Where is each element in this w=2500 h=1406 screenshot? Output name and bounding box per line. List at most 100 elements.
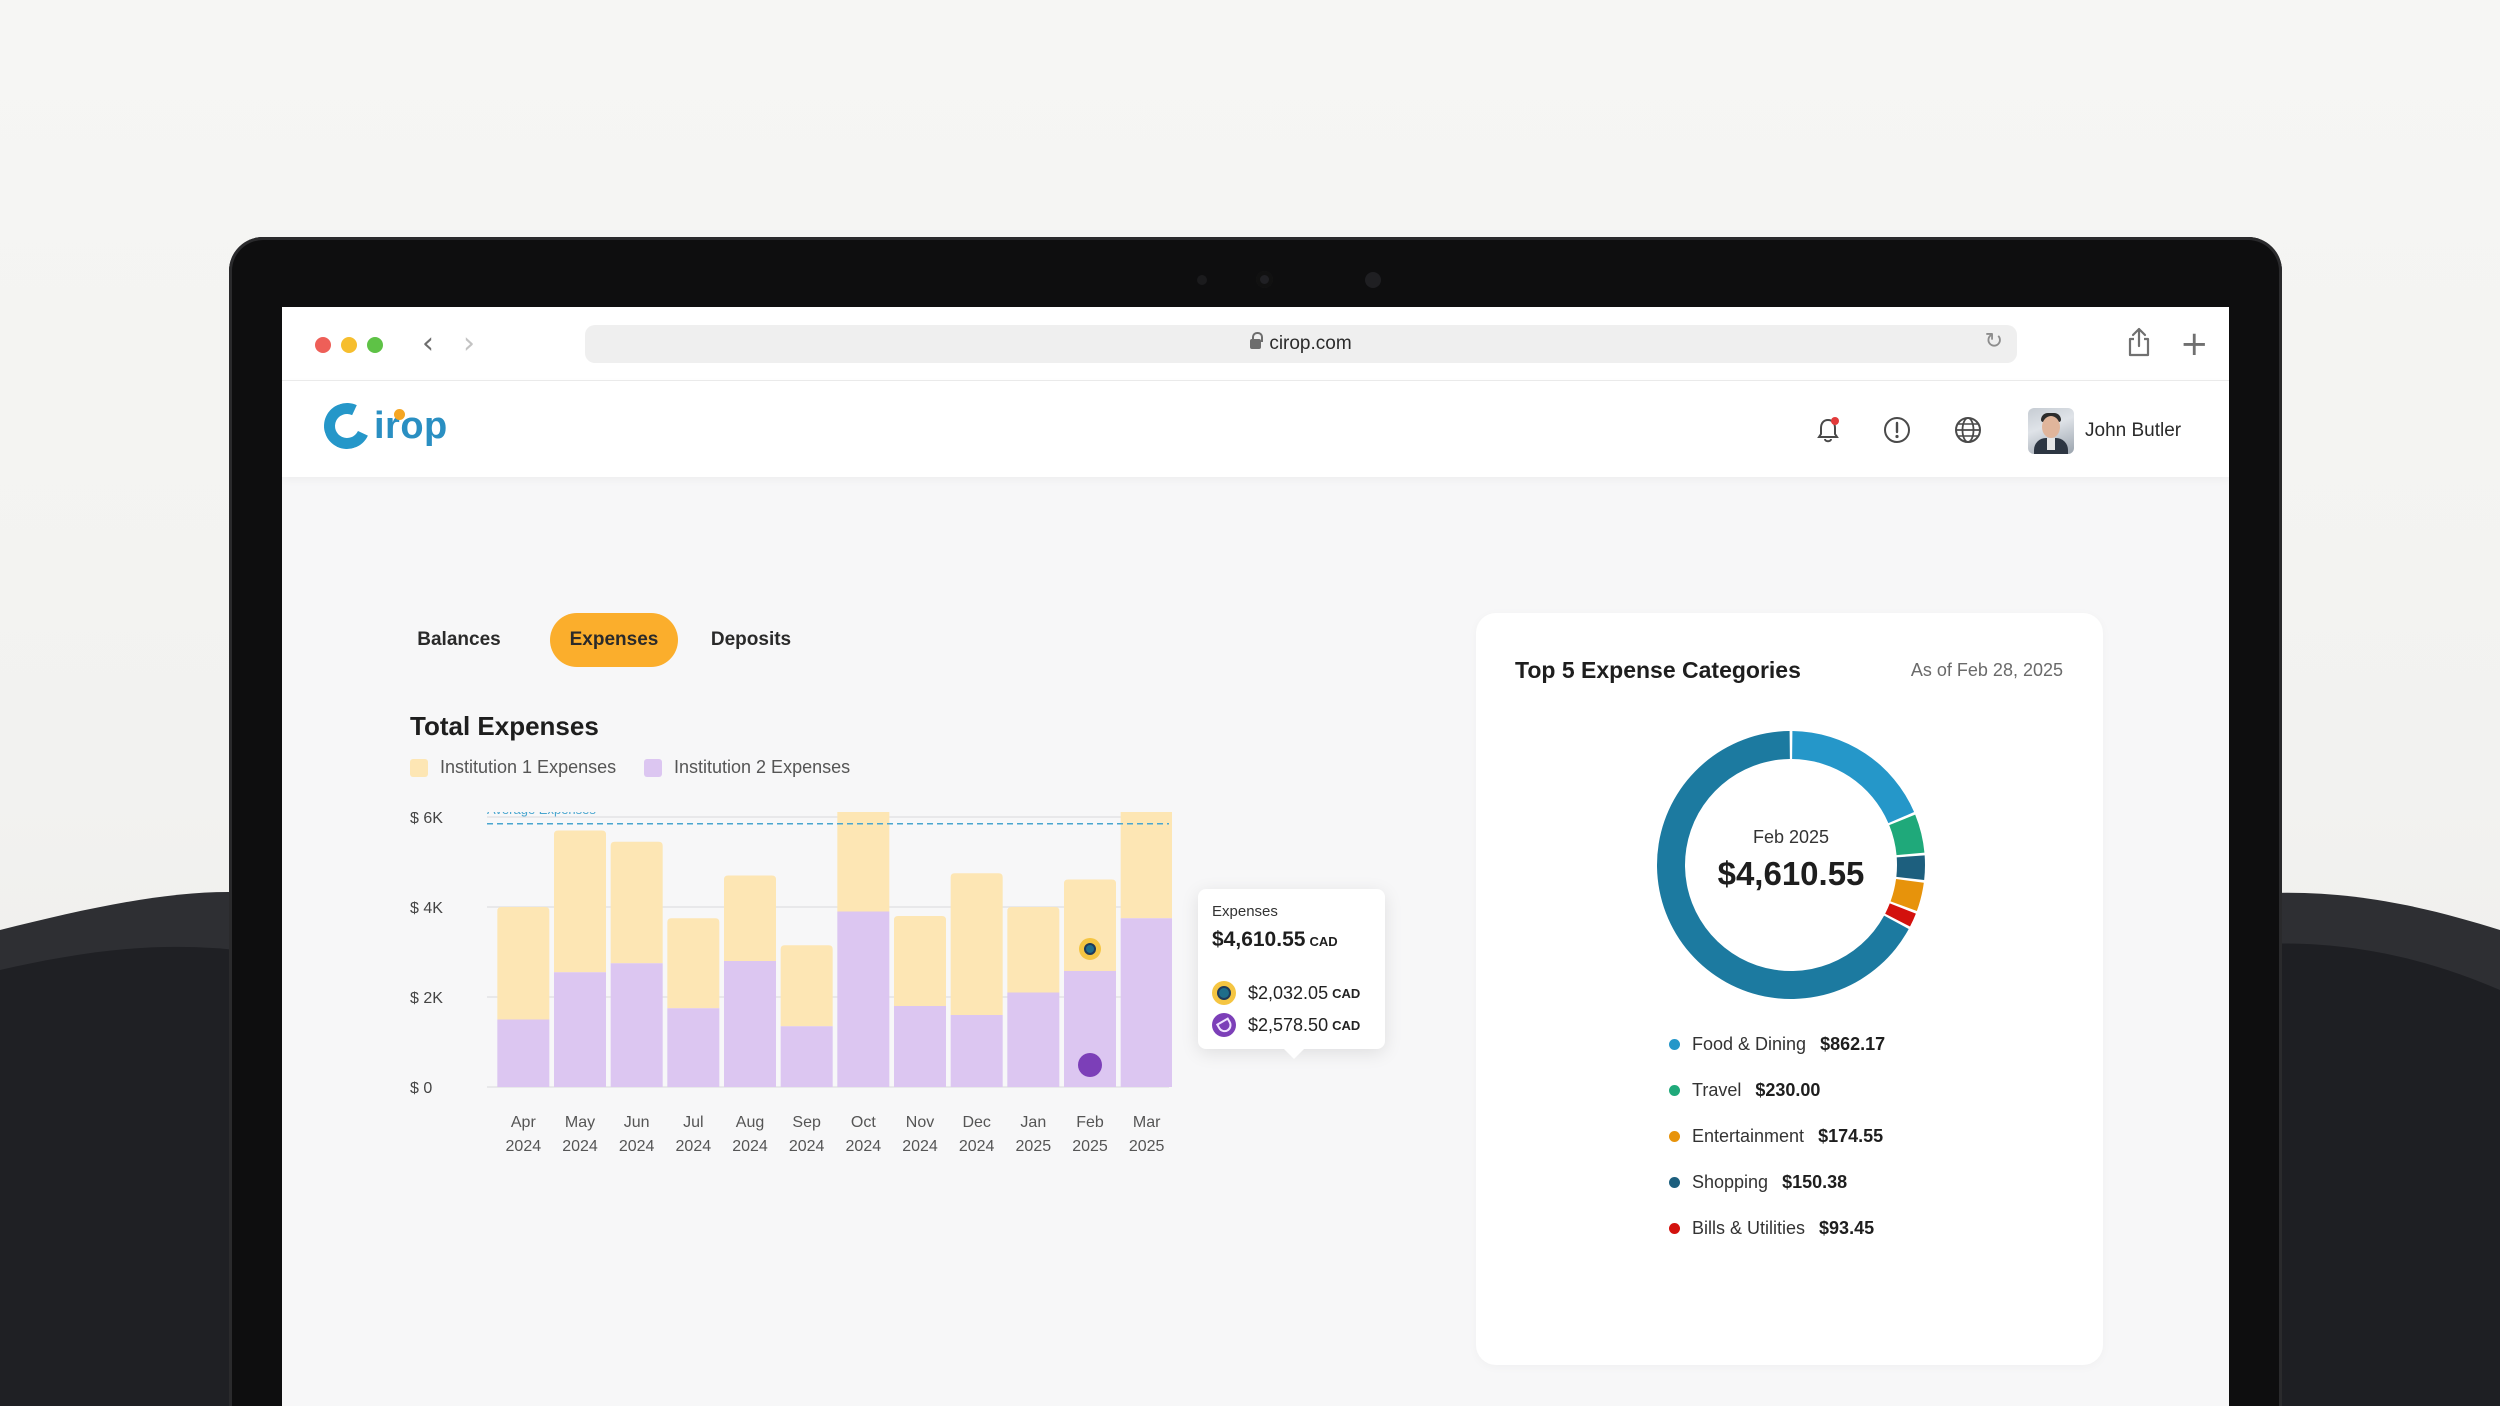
- bar-institution-1: [1007, 907, 1060, 993]
- legend-label: Institution 1 Expenses: [440, 757, 617, 777]
- bar-institution-2: [610, 963, 663, 1087]
- url-text: cirop.com: [1269, 333, 1352, 354]
- bar-institution-1: [610, 841, 663, 964]
- x-tick-label: Dec: [962, 1114, 990, 1131]
- bar-institution-1: [894, 916, 946, 1006]
- alert-icon[interactable]: [1882, 415, 1912, 445]
- address-bar[interactable]: cirop.com ↻: [585, 325, 2017, 363]
- legend-label: Institution 2 Expenses: [674, 757, 851, 777]
- bar-institution-2: [837, 911, 890, 1087]
- tooltip-total: $4,610.55 CAD: [1212, 928, 1338, 951]
- legend-swatch: [644, 758, 662, 777]
- category-bullet: [1669, 1177, 1680, 1188]
- bar-institution-2: [780, 1026, 833, 1087]
- x-tick-label: Aug: [736, 1114, 764, 1131]
- forward-arrow-icon[interactable]: ›: [463, 326, 475, 361]
- category-bullet: [1669, 1131, 1680, 1142]
- bar-institution-1: [497, 907, 550, 1020]
- x-tick-year: 2024: [902, 1138, 938, 1155]
- sensor-dot: [1197, 275, 1207, 285]
- window-zoom-button[interactable]: [367, 337, 383, 353]
- x-tick-label: Oct: [851, 1114, 876, 1131]
- donut-segment[interactable]: [1890, 879, 1924, 911]
- x-tick-label: Apr: [511, 1114, 537, 1131]
- x-tick-label: Sep: [792, 1114, 821, 1131]
- user-name[interactable]: John Butler: [2085, 420, 2182, 441]
- tooltip-row-institution-2: $2,578.50 CAD: [1212, 1013, 1360, 1037]
- bar-institution-1: [950, 873, 1003, 1015]
- new-tab-icon[interactable]: +: [2180, 324, 2209, 364]
- y-tick-label: $ 0: [410, 1080, 432, 1097]
- card-title: Top 5 Expense Categories: [1515, 657, 1801, 683]
- bar-institution-2: [1007, 992, 1060, 1087]
- institution-2-icon: [1212, 1013, 1236, 1037]
- category-food-dining: Food & Dining $862.17: [1669, 1034, 1885, 1055]
- x-tick-year: 2024: [562, 1138, 598, 1155]
- browser-window: ‹ › cirop.com ↻ + irop: [282, 307, 2229, 1406]
- category-bullet: [1669, 1223, 1680, 1234]
- bar-institution-2: [497, 1019, 550, 1087]
- x-tick-label: Nov: [906, 1114, 934, 1131]
- tab-balances[interactable]: Balances: [417, 629, 501, 650]
- tab-expenses[interactable]: Expenses: [550, 613, 678, 667]
- x-tick-year: 2024: [846, 1138, 882, 1155]
- bar-institution-1: [837, 812, 890, 912]
- top-categories-card: Top 5 Expense Categories As of Feb 28, 2…: [1476, 613, 2103, 1365]
- bar-institution-2: [554, 972, 606, 1087]
- tab-deposits[interactable]: Deposits: [710, 629, 792, 650]
- donut-center-value: $4,610.55: [1717, 855, 1865, 892]
- bar-institution-1: [724, 875, 776, 961]
- x-tick-label: Jul: [683, 1114, 703, 1131]
- average-label: Average Expenses: [487, 812, 596, 817]
- logo-c-mark: [317, 396, 377, 456]
- bar-institution-2: [724, 961, 776, 1087]
- bar-institution-2: [894, 1006, 946, 1087]
- x-tick-label: Jun: [624, 1114, 650, 1131]
- category-travel: Travel $230.00: [1669, 1080, 1820, 1101]
- institution-1-icon: [1212, 981, 1236, 1005]
- camera-icon: [1256, 271, 1273, 288]
- window-close-button[interactable]: [315, 337, 331, 353]
- donut-center-label: Feb 2025: [1752, 827, 1830, 847]
- category-bullet: [1669, 1039, 1680, 1050]
- category-bullet: [1669, 1085, 1680, 1096]
- chart-title: Total Expenses: [410, 711, 599, 741]
- cirop-logo[interactable]: irop: [317, 396, 448, 456]
- legend-institution-1: Institution 1 Expenses: [410, 757, 616, 778]
- bar-institution-2: [667, 1008, 720, 1087]
- bar-institution-2: [1120, 918, 1172, 1087]
- donut-segment[interactable]: [1792, 731, 1915, 824]
- x-tick-year: 2024: [676, 1138, 712, 1155]
- category-entertainment: Entertainment $174.55: [1669, 1126, 1883, 1147]
- avatar[interactable]: [2028, 408, 2074, 454]
- institution-2-marker: [1078, 1053, 1102, 1077]
- globe-icon[interactable]: [1953, 415, 1983, 445]
- app-header: irop John Butler: [282, 381, 2229, 477]
- window-minimize-button[interactable]: [341, 337, 357, 353]
- x-tick-year: 2024: [959, 1138, 995, 1155]
- donut-segment[interactable]: [1896, 855, 1925, 880]
- bell-icon[interactable]: [1813, 415, 1843, 445]
- x-tick-year: 2025: [1016, 1138, 1052, 1155]
- donut-segment[interactable]: [1889, 814, 1925, 856]
- x-tick-year: 2024: [789, 1138, 825, 1155]
- bar-institution-2: [950, 1015, 1003, 1087]
- expenses-bar-chart: $ 0$ 2K$ 4K$ 6K$ 8K$ 10KApr2024May2024Ju…: [410, 812, 1172, 1155]
- logo-dot: [394, 409, 405, 420]
- donut-segment[interactable]: [1885, 903, 1916, 927]
- share-icon[interactable]: [2126, 327, 2152, 365]
- x-tick-label: May: [565, 1114, 595, 1131]
- expense-donut-chart: [1657, 731, 1925, 999]
- as-of-date: As of Feb 28, 2025: [1910, 660, 2063, 680]
- x-tick-year: 2024: [619, 1138, 655, 1155]
- x-tick-year: 2025: [1072, 1138, 1108, 1155]
- bar-institution-1: [780, 945, 833, 1027]
- x-tick-label: Jan: [1020, 1114, 1046, 1131]
- back-arrow-icon[interactable]: ‹: [422, 326, 434, 361]
- institution-1-marker-core: [1084, 942, 1096, 955]
- laptop-frame: ‹ › cirop.com ↻ + irop: [229, 237, 2282, 1406]
- x-tick-label: Feb: [1076, 1114, 1104, 1131]
- reload-icon[interactable]: ↻: [1984, 329, 2003, 354]
- logo-text: irop: [374, 404, 448, 447]
- bar-institution-1: [554, 830, 606, 973]
